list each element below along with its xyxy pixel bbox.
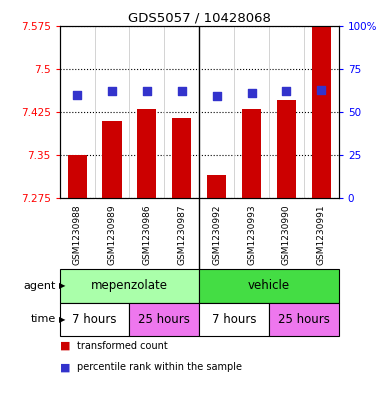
Bar bbox=[67, 155, 87, 198]
Bar bbox=[277, 101, 296, 198]
Text: ▶: ▶ bbox=[59, 281, 65, 290]
Text: 25 hours: 25 hours bbox=[278, 313, 330, 326]
Text: 7 hours: 7 hours bbox=[72, 313, 117, 326]
Bar bbox=[242, 109, 261, 198]
Text: agent: agent bbox=[23, 281, 56, 291]
Bar bbox=[199, 303, 269, 336]
Bar bbox=[102, 121, 122, 198]
Text: GSM1230990: GSM1230990 bbox=[282, 204, 291, 265]
Text: GSM1230987: GSM1230987 bbox=[177, 204, 186, 265]
Point bbox=[179, 88, 185, 94]
Text: percentile rank within the sample: percentile rank within the sample bbox=[77, 362, 242, 373]
Point bbox=[283, 88, 290, 94]
Text: time: time bbox=[30, 314, 56, 324]
Point bbox=[248, 90, 254, 96]
Text: 25 hours: 25 hours bbox=[139, 313, 190, 326]
Text: 7 hours: 7 hours bbox=[212, 313, 256, 326]
Bar bbox=[60, 303, 129, 336]
Point bbox=[74, 92, 80, 98]
Text: transformed count: transformed count bbox=[77, 341, 168, 351]
Bar bbox=[60, 269, 199, 303]
Bar bbox=[207, 175, 226, 198]
Point bbox=[318, 86, 325, 93]
Bar bbox=[137, 109, 156, 198]
Bar bbox=[312, 26, 331, 198]
Bar bbox=[269, 303, 339, 336]
Text: GSM1230989: GSM1230989 bbox=[107, 204, 117, 265]
Text: ▶: ▶ bbox=[59, 315, 65, 324]
Text: GSM1230993: GSM1230993 bbox=[247, 204, 256, 265]
Text: vehicle: vehicle bbox=[248, 279, 290, 292]
Text: mepenzolate: mepenzolate bbox=[91, 279, 168, 292]
Title: GDS5057 / 10428068: GDS5057 / 10428068 bbox=[128, 11, 271, 24]
Point bbox=[109, 88, 115, 94]
Point bbox=[214, 93, 220, 99]
Point bbox=[144, 88, 150, 94]
Text: GSM1230991: GSM1230991 bbox=[317, 204, 326, 265]
Text: GSM1230986: GSM1230986 bbox=[142, 204, 151, 265]
Text: ■: ■ bbox=[60, 362, 70, 373]
Text: GSM1230992: GSM1230992 bbox=[212, 204, 221, 264]
Text: GSM1230988: GSM1230988 bbox=[73, 204, 82, 265]
Bar bbox=[129, 303, 199, 336]
Bar bbox=[199, 269, 339, 303]
Text: ■: ■ bbox=[60, 341, 70, 351]
Bar bbox=[172, 118, 191, 198]
